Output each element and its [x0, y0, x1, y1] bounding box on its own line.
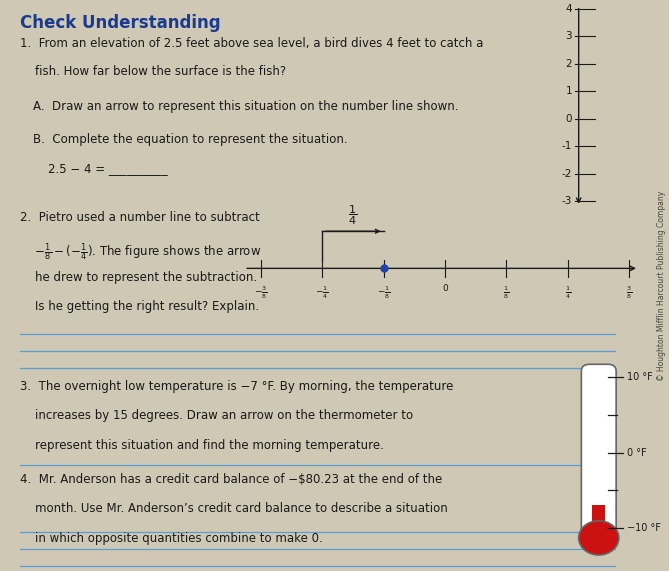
Text: in which opposite quantities combine to make 0.: in which opposite quantities combine to …: [20, 532, 323, 545]
Text: -1: -1: [561, 141, 572, 151]
Text: $-\frac{1}{8}$: $-\frac{1}{8}$: [377, 284, 390, 301]
Text: Is he getting the right result? Explain.: Is he getting the right result? Explain.: [20, 300, 259, 313]
Text: -2: -2: [561, 168, 572, 179]
Text: $\dfrac{1}{4}$: $\dfrac{1}{4}$: [349, 203, 357, 227]
Text: 10 °F: 10 °F: [627, 372, 652, 382]
Text: represent this situation and find the morning temperature.: represent this situation and find the mo…: [20, 439, 384, 452]
Text: $\frac{3}{8}$: $\frac{3}{8}$: [626, 284, 632, 301]
Text: 0: 0: [442, 284, 448, 293]
Text: $\frac{1}{4}$: $\frac{1}{4}$: [565, 284, 571, 301]
Text: $\frac{1}{8}$: $\frac{1}{8}$: [503, 284, 509, 301]
Text: 1: 1: [565, 86, 572, 96]
Bar: [592, 505, 605, 528]
Text: 0: 0: [565, 114, 572, 123]
Text: −10 °F: −10 °F: [627, 523, 661, 533]
Text: increases by 15 degrees. Draw an arrow on the thermometer to: increases by 15 degrees. Draw an arrow o…: [20, 409, 413, 423]
FancyBboxPatch shape: [581, 364, 616, 535]
Text: 0 °F: 0 °F: [627, 448, 646, 457]
Text: 3: 3: [565, 31, 572, 41]
Text: -3: -3: [561, 196, 572, 206]
Text: 4: 4: [565, 3, 572, 14]
Text: 4.  Mr. Anderson has a credit card balance of −$80.23 at the end of the: 4. Mr. Anderson has a credit card balanc…: [20, 473, 442, 486]
Text: 2: 2: [565, 59, 572, 69]
Text: 2.  Pietro used a number line to subtract: 2. Pietro used a number line to subtract: [20, 211, 260, 224]
Text: 3.  The overnight low temperature is −7 °F. By morning, the temperature: 3. The overnight low temperature is −7 °…: [20, 380, 454, 393]
Text: A.  Draw an arrow to represent this situation on the number line shown.: A. Draw an arrow to represent this situa…: [33, 100, 459, 113]
Text: B.  Complete the equation to represent the situation.: B. Complete the equation to represent th…: [33, 133, 348, 146]
Text: he drew to represent the subtraction.: he drew to represent the subtraction.: [20, 271, 257, 284]
Text: $-\frac{3}{8}$: $-\frac{3}{8}$: [254, 284, 268, 301]
Text: 2.5 − 4 = __________: 2.5 − 4 = __________: [33, 162, 168, 175]
Text: $-\frac{1}{4}$: $-\frac{1}{4}$: [316, 284, 329, 301]
Text: fish. How far below the surface is the fish?: fish. How far below the surface is the f…: [20, 65, 286, 78]
Text: $-\frac{1}{8} - (-\frac{1}{4})$. The figure shows the arrow: $-\frac{1}{8} - (-\frac{1}{4})$. The fig…: [20, 241, 262, 263]
Text: Check Understanding: Check Understanding: [20, 14, 221, 33]
Text: month. Use Mr. Anderson’s credit card balance to describe a situation: month. Use Mr. Anderson’s credit card ba…: [20, 502, 448, 516]
Text: 1.  From an elevation of 2.5 feet above sea level, a bird dives 4 feet to catch : 1. From an elevation of 2.5 feet above s…: [20, 37, 484, 50]
Circle shape: [579, 521, 619, 555]
Text: © Houghton Mifflin Harcourt Publishing Company: © Houghton Mifflin Harcourt Publishing C…: [657, 190, 666, 381]
